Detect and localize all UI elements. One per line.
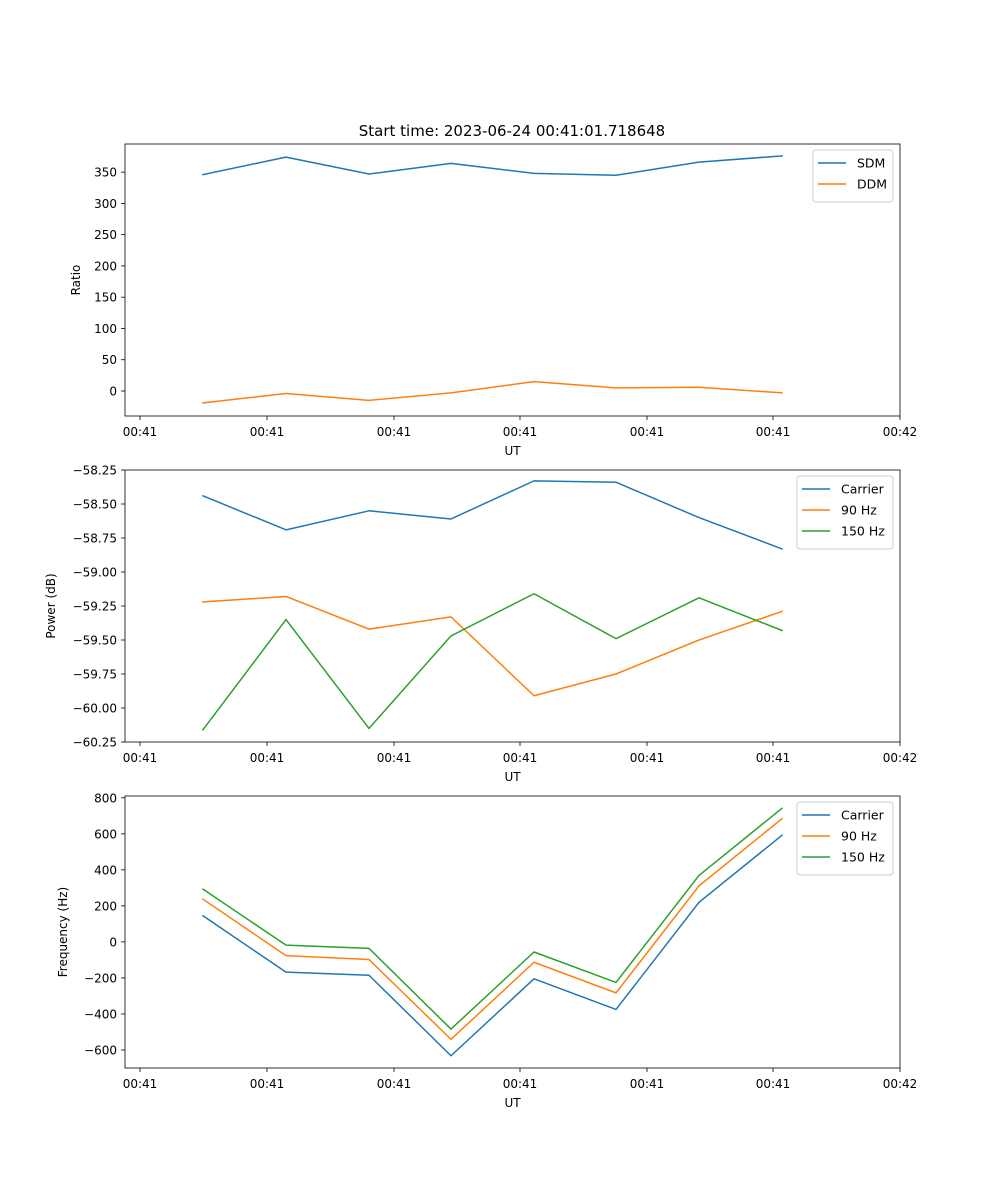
y-tick-label: 50 (102, 353, 117, 367)
x-tick-label: 00:41 (377, 751, 412, 765)
y-tick-label: 200 (94, 899, 117, 913)
legend-label: 90 Hz (841, 503, 877, 518)
y-tick-label: 350 (94, 166, 117, 180)
series-line-90-hz (202, 595, 783, 697)
x-tick-label: 00:41 (630, 425, 665, 439)
x-axis-label: UT (504, 444, 521, 458)
series-line-90-hz (201, 817, 784, 1041)
chart-panel-3: 00:41 00:41 00:41 00:41 00:41 00:41 00:42 −600 −… (56, 791, 917, 1110)
y-axis-label: Ratio (69, 265, 83, 296)
legend-label: 150 Hz (841, 850, 885, 865)
y-tick-label: −59.75 (73, 668, 117, 682)
series-line-150-hz (201, 593, 783, 731)
y-tick-label: −59.25 (73, 600, 117, 614)
y-tick-label: −58.25 (73, 464, 117, 478)
y-tick-label: −58.50 (73, 498, 117, 512)
x-tick-label: 00:41 (123, 1077, 158, 1091)
y-tick-label: 250 (94, 228, 117, 242)
legend: Carrier 90 Hz 150 Hz (796, 801, 894, 876)
legend: SDM DDM (812, 149, 894, 203)
y-tick-label: −60.00 (73, 702, 117, 716)
legend-label: Carrier (841, 808, 885, 823)
y-axis-label: Power (dB) (44, 573, 58, 638)
x-tick-label: 00:41 (123, 751, 158, 765)
y-tick-label: 300 (94, 197, 117, 211)
y-tick-label: 800 (94, 791, 117, 805)
x-tick-label: 00:42 (883, 425, 918, 439)
y-tick-label: −59.50 (73, 634, 117, 648)
x-tick-label: 00:41 (756, 425, 791, 439)
legend-label: SDM (857, 156, 885, 171)
y-tick-label: 600 (94, 827, 117, 841)
x-tick-label: 00:41 (503, 425, 538, 439)
y-tick-label: 100 (94, 322, 117, 336)
x-tick-label: 00:41 (630, 1077, 665, 1091)
chart-panel-2: 00:41 00:41 00:41 00:41 00:41 00:41 00:42 −60.2… (44, 464, 917, 785)
axes-frame (124, 795, 901, 1069)
y-tick-label: −400 (84, 1007, 117, 1021)
x-tick-label: 00:41 (377, 1077, 412, 1091)
series-line-carrier (202, 480, 783, 550)
legend-label: 90 Hz (841, 829, 877, 844)
x-tick-label: 00:41 (756, 751, 791, 765)
y-tick-label: −60.25 (73, 736, 117, 750)
x-tick-label: 00:42 (883, 751, 918, 765)
y-tick-label: 150 (94, 291, 117, 305)
x-tick-label: 00:41 (377, 425, 412, 439)
legend-label: 150 Hz (841, 524, 885, 539)
y-tick-label: 0 (109, 384, 117, 398)
series-line-carrier (201, 834, 784, 1057)
x-axis-label: UT (504, 1096, 521, 1110)
legend-label: Carrier (841, 482, 885, 497)
y-tick-label: 0 (109, 935, 117, 949)
x-tick-label: 00:41 (250, 751, 285, 765)
x-tick-label: 00:41 (123, 425, 158, 439)
x-tick-label: 00:41 (630, 751, 665, 765)
y-axis-label: Frequency (Hz) (56, 887, 70, 978)
y-tick-label: −59.00 (73, 566, 117, 580)
y-tick-label: −600 (84, 1043, 117, 1057)
y-tick-label: 400 (94, 863, 117, 877)
x-tick-label: 00:41 (756, 1077, 791, 1091)
charts-layer: 00:41 00:41 00:41 00:41 00:41 00:41 00:42 0 50 10… (44, 143, 918, 1110)
x-tick-label: 00:41 (503, 1077, 538, 1091)
y-tick-label: −200 (84, 971, 117, 985)
figure-title: Start time: 2023-06-24 00:41:01.718648 (359, 122, 665, 140)
series-line-ddm (202, 380, 783, 404)
x-tick-label: 00:41 (250, 1077, 285, 1091)
y-tick-label: 200 (94, 259, 117, 273)
x-axis-label: UT (504, 770, 521, 784)
series-line-150-hz (201, 807, 784, 1030)
chart-panel-1: 00:41 00:41 00:41 00:41 00:41 00:41 00:42 0 50 10… (69, 143, 918, 458)
x-tick-label: 00:41 (250, 425, 285, 439)
series-line-sdm (202, 155, 783, 177)
legend: Carrier 90 Hz 150 Hz (796, 475, 894, 550)
x-tick-label: 00:42 (883, 1077, 918, 1091)
y-tick-label: −58.75 (73, 532, 117, 546)
x-tick-label: 00:41 (503, 751, 538, 765)
axes-frame (124, 143, 901, 417)
legend-label: DDM (857, 177, 887, 192)
